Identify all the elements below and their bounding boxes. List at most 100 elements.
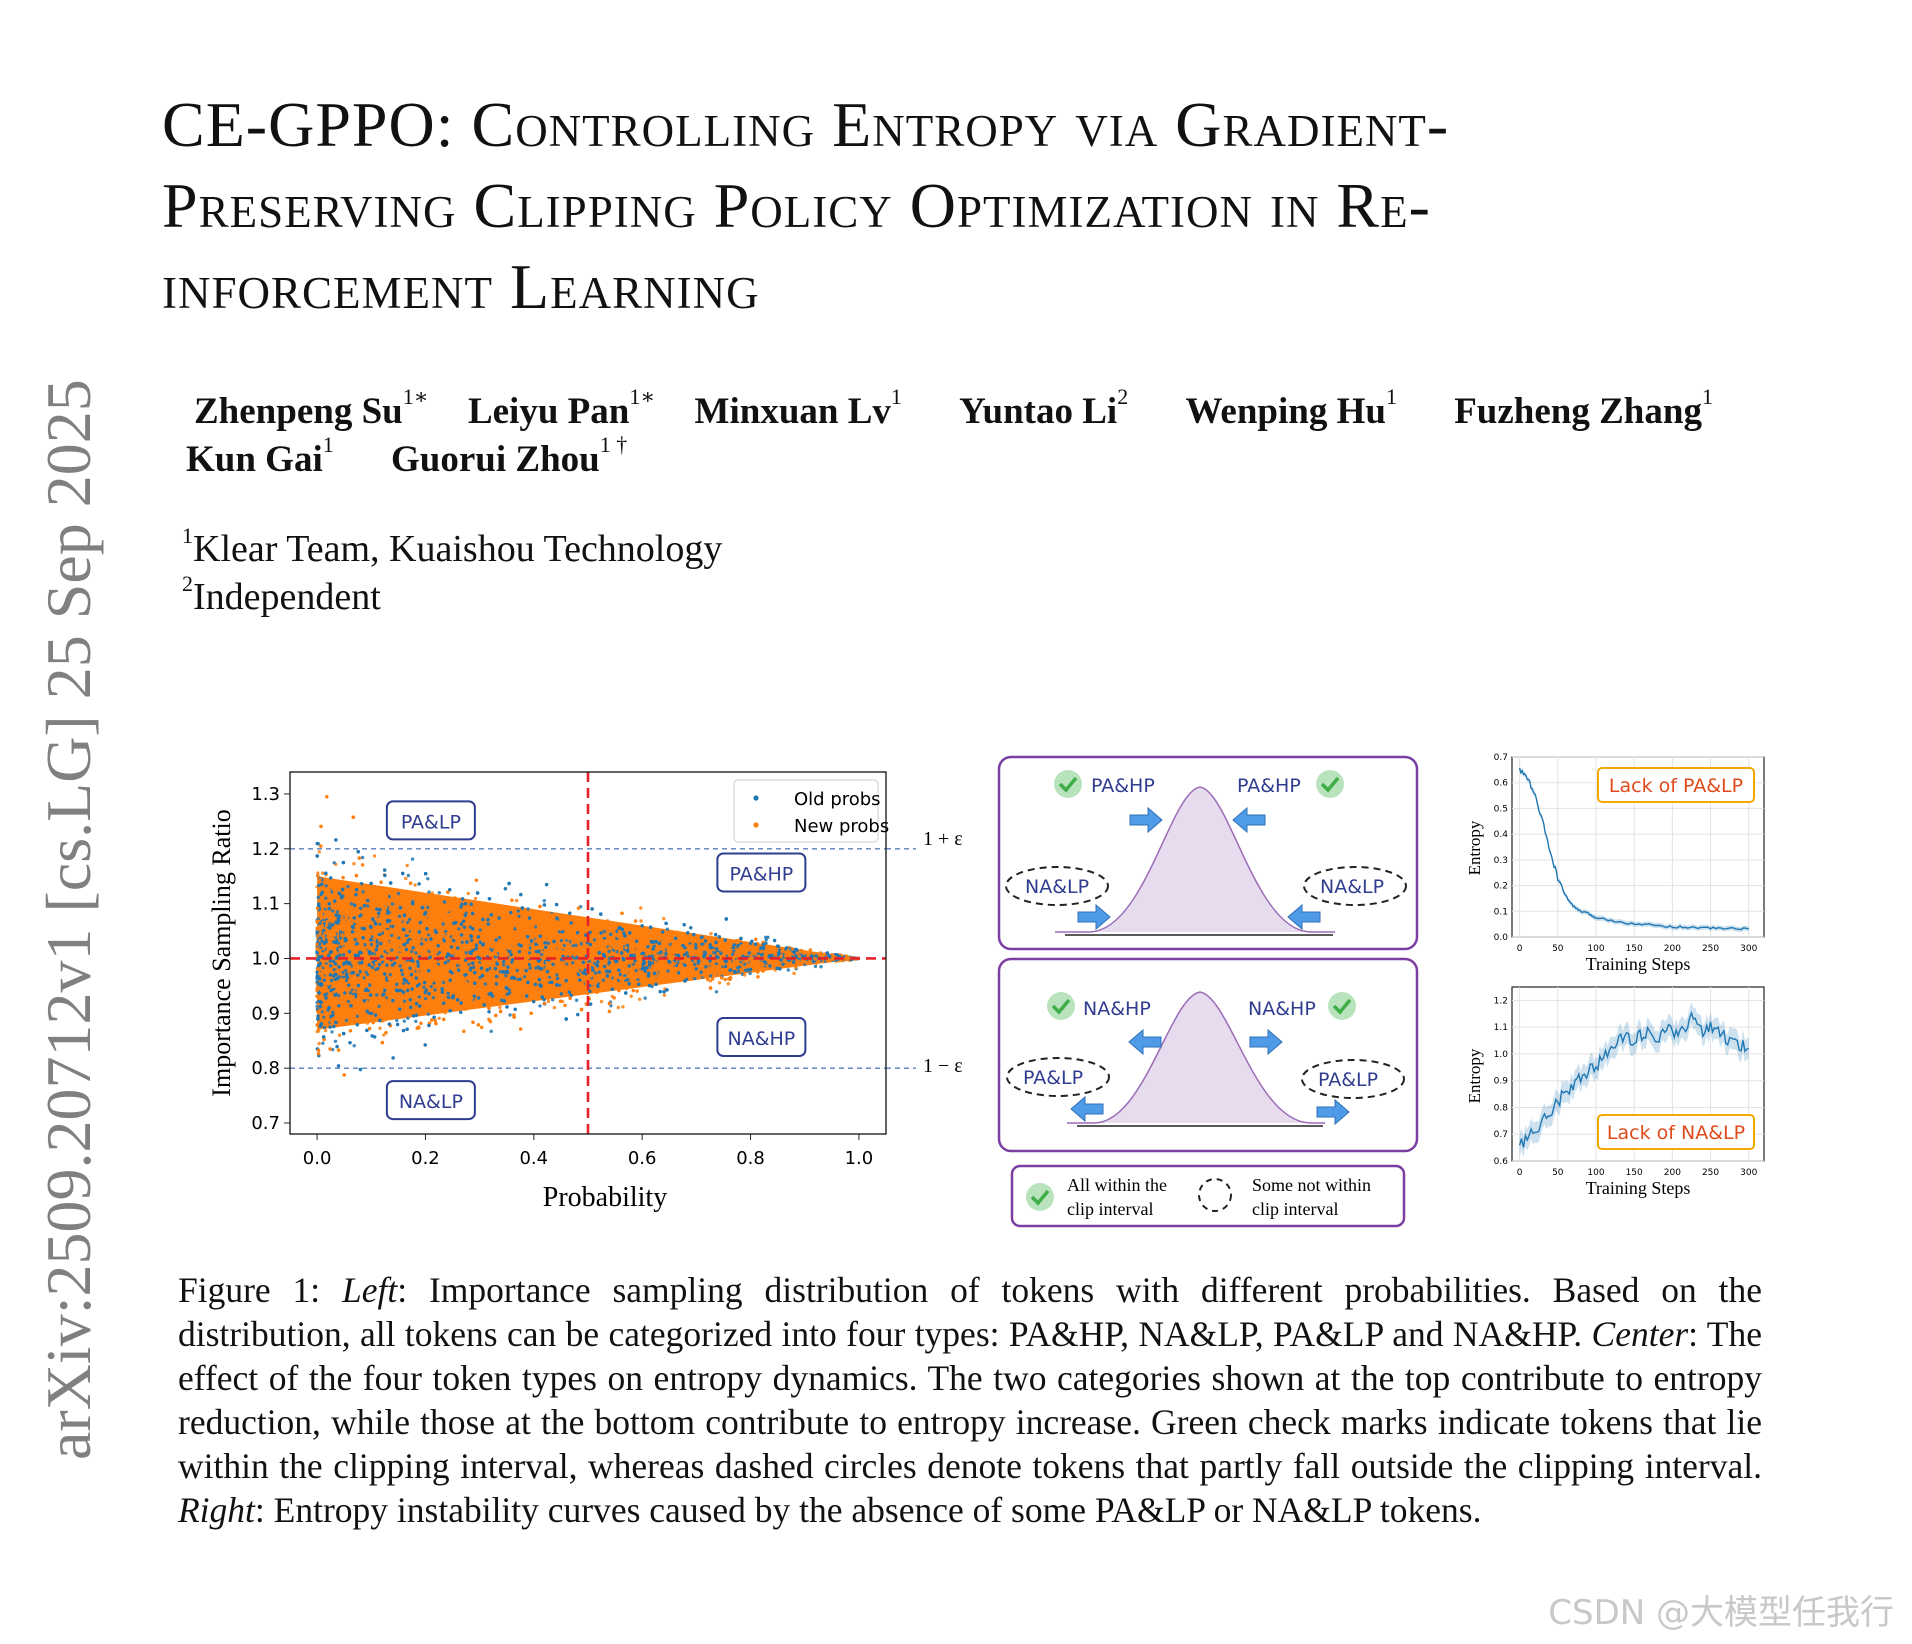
scatter-point [671, 953, 675, 958]
scatter-point [322, 1015, 326, 1019]
scatter-point [723, 959, 727, 963]
scatter-point [430, 1011, 434, 1015]
scatter-point [352, 910, 357, 914]
scatter-point [559, 939, 563, 943]
scatter-point [511, 975, 515, 979]
scatter-point [553, 966, 557, 971]
scatter-point [689, 977, 694, 981]
scatter-point [374, 975, 378, 979]
scatter-point [704, 965, 708, 969]
scatter-point [598, 979, 602, 983]
scatter-point [349, 1004, 353, 1008]
scatter-point [534, 934, 538, 938]
scatter-point [401, 927, 405, 931]
scatter-point [634, 968, 638, 973]
scatter-point [461, 988, 465, 992]
scatter-point [733, 955, 738, 959]
scatter-point [369, 942, 374, 947]
scatter-point [712, 968, 716, 972]
scatter-point [334, 838, 338, 842]
scatter-point [336, 960, 341, 964]
scatter-point [566, 944, 570, 948]
scatter-point [509, 952, 513, 957]
scatter-point [551, 950, 556, 954]
scatter-point [379, 880, 383, 884]
scatter-point [315, 1029, 319, 1034]
scatter-point [590, 928, 594, 932]
scatter-point [361, 890, 365, 894]
scatter-point [322, 947, 326, 951]
scatter-point [498, 1005, 502, 1010]
scatter-point [622, 942, 627, 946]
scatter-point [725, 946, 730, 951]
scatter-point [610, 951, 614, 955]
scatter-point [645, 978, 649, 982]
scatter-point [437, 1010, 441, 1014]
scatter-point [557, 930, 562, 934]
scatter-point [474, 975, 478, 979]
scatter-point [390, 933, 394, 938]
scatter-point [623, 934, 627, 938]
scatter-point [401, 1028, 406, 1033]
scatter-point [331, 1047, 335, 1052]
scatter-point [480, 952, 484, 957]
scatter-point [351, 967, 355, 972]
scatter-point [595, 943, 600, 947]
scatter-point [808, 948, 812, 952]
scatter-point [615, 973, 620, 978]
scatter-point [434, 950, 438, 954]
scatter-point [481, 981, 485, 986]
scatter-point [363, 943, 367, 947]
scatter-point [659, 937, 663, 941]
scatter-point [419, 976, 423, 980]
scatter-point [750, 939, 754, 943]
scatter-point [317, 971, 322, 976]
scatter-point [332, 861, 336, 865]
scatter-point [353, 920, 357, 924]
scatter-point [320, 882, 324, 886]
scatter-point [387, 910, 391, 914]
scatter-point [500, 933, 504, 937]
scatter-point [366, 898, 370, 903]
scatter-point [420, 905, 425, 910]
scatter-point [559, 966, 563, 971]
scatter-point [390, 915, 395, 919]
scatter-point [574, 943, 578, 948]
scatter-point [759, 949, 764, 954]
title-line-1: CE-GPPO: Controlling Entropy via Gradien… [162, 89, 1450, 160]
scatter-point [454, 953, 458, 957]
scatter-point [612, 977, 617, 982]
scatter-point [780, 949, 784, 954]
scatter-point [362, 923, 367, 927]
scatter-point [388, 984, 392, 988]
scatter-point [415, 1002, 419, 1006]
scatter-point [347, 944, 351, 948]
scatter-point [469, 938, 474, 943]
scatter-point [630, 934, 635, 939]
scatter-point [607, 1009, 612, 1014]
scatter-point [469, 966, 473, 970]
scatter-point [331, 909, 335, 913]
scatter-point [401, 990, 406, 994]
scatter-point [773, 950, 777, 954]
scatter-point [323, 1011, 327, 1016]
scatter-point [519, 892, 523, 897]
scatter-point [748, 971, 752, 976]
scatter-point [376, 951, 381, 955]
scatter-point [515, 964, 519, 968]
scatter-point [633, 959, 637, 963]
scatter-point [381, 993, 385, 997]
scatter-point [717, 935, 721, 939]
scatter-point [526, 907, 530, 911]
scatter-point [391, 969, 395, 973]
scatter-point [383, 936, 387, 941]
scatter-point [751, 951, 755, 955]
scatter-point [423, 912, 427, 916]
scatter-point [665, 988, 669, 992]
scatter-point [558, 975, 562, 979]
scatter-point [357, 946, 361, 950]
scatter-point [556, 938, 560, 942]
scatter-point [451, 996, 455, 1000]
scatter-point [504, 974, 508, 978]
scatter-point [323, 970, 327, 974]
